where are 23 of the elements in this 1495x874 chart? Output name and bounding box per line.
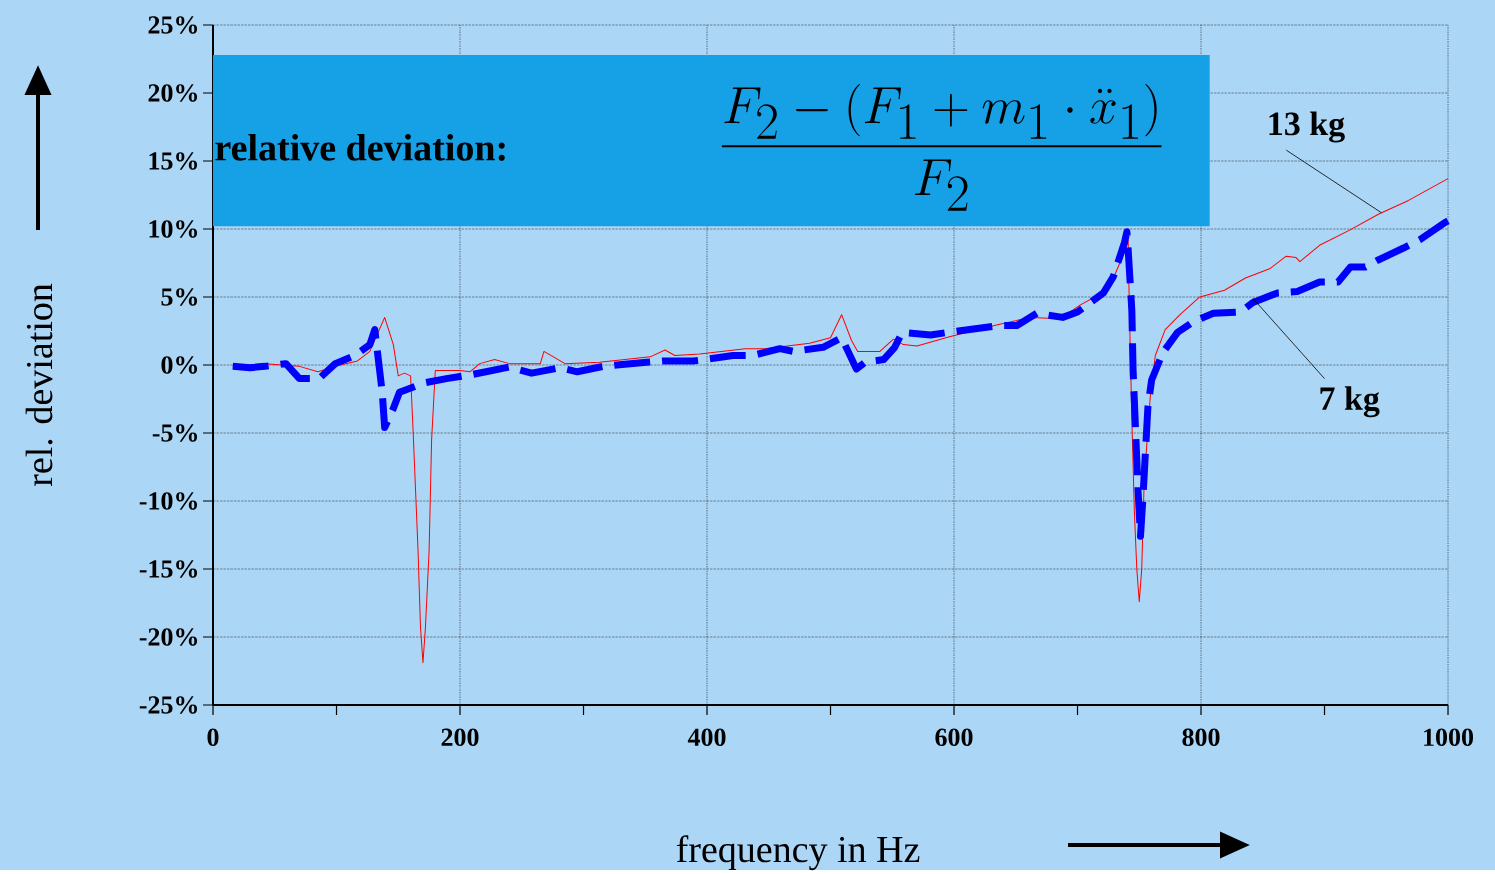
text: 13 kg [1269, 111, 1345, 143]
x-tick-label: 400 [687, 728, 726, 747]
y-axis-title: rel. deviation [25, 283, 53, 487]
y-tick-label: -25% [139, 696, 198, 715]
x-tick-label: 1000 [1424, 728, 1474, 747]
y-tick-label: -15% [139, 560, 198, 579]
annotation: relative deviation: [215, 134, 505, 162]
x-tick-label: 600 [935, 728, 973, 747]
y-tick-label: 25% [148, 16, 198, 35]
y-tick-label: 5% [161, 288, 198, 307]
y-tick-label: 15% [149, 152, 198, 171]
y-tick-label: 0% [161, 356, 198, 375]
x-tick-label: 0 [207, 728, 219, 747]
y-tick-label: 20% [148, 84, 198, 103]
annotation: $\frac{F_2-(F_1+m_1\cdot\ddot{x}_1)}{F_2}$ [721, 84, 1162, 211]
text: 7 kg [1320, 386, 1380, 418]
y-tick-label: 10% [149, 220, 198, 239]
x-axis-title: frequency in Hz [676, 835, 920, 871]
x-tick-label: 200 [441, 728, 479, 747]
y-tick-label: -10% [139, 492, 198, 511]
y-tick-label: -5% [152, 424, 198, 443]
y-tick-label: -20% [139, 628, 198, 647]
x-tick-label: 800 [1182, 728, 1220, 747]
